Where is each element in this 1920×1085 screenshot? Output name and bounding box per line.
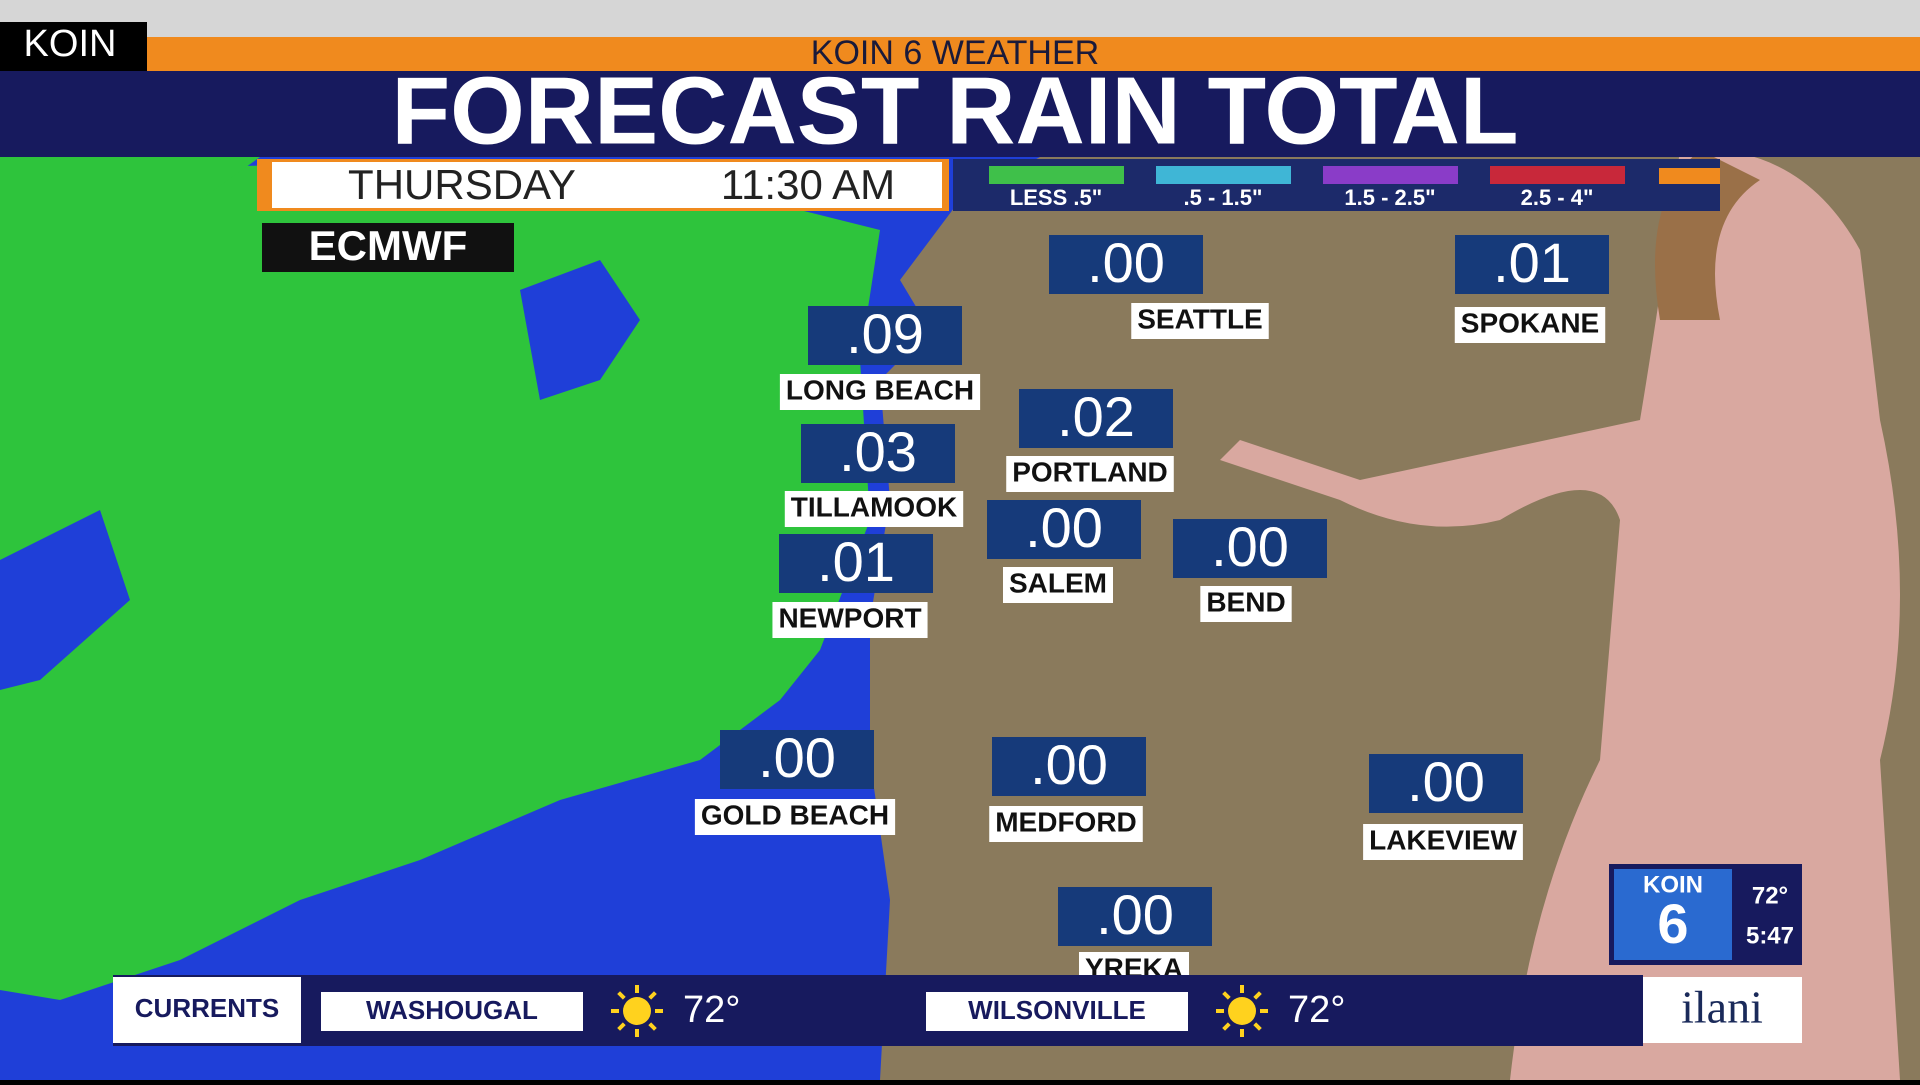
bug-logo-box xyxy=(1614,869,1732,960)
title-band xyxy=(0,71,1920,157)
model-box xyxy=(262,223,514,272)
city-name: SALEM xyxy=(1009,567,1107,598)
amount: .03 xyxy=(839,420,917,483)
amount: .01 xyxy=(1493,231,1571,294)
brand-box xyxy=(0,22,147,69)
sun-ray xyxy=(1253,991,1262,1000)
amount-box xyxy=(1369,754,1523,813)
network-label: KOIN 6 WEATHER xyxy=(811,34,1099,72)
amount: .00 xyxy=(1096,883,1174,946)
city-name: GOLD BEACH xyxy=(701,799,889,830)
time: 11:30 AM xyxy=(721,161,895,208)
amount-box xyxy=(992,737,1146,796)
city-name-box xyxy=(989,806,1143,842)
amount-box xyxy=(720,730,874,789)
bug-time: 5:47 xyxy=(1746,922,1794,949)
bug-channel: 6 xyxy=(1657,892,1688,955)
presenter xyxy=(1220,149,1900,1080)
city-name-box xyxy=(694,799,896,835)
sun-ray xyxy=(1253,1022,1262,1031)
amount-box xyxy=(1019,389,1173,448)
city-name: BEND xyxy=(1206,586,1285,617)
amount-box xyxy=(1173,519,1327,578)
model: ECMWF xyxy=(309,222,468,269)
amount-box xyxy=(808,306,962,365)
legend-swatch xyxy=(1323,166,1458,184)
amount: .00 xyxy=(1030,733,1108,796)
legend-swatch xyxy=(989,166,1124,184)
city-name: LONG BEACH xyxy=(786,374,974,405)
amount-box xyxy=(779,534,933,593)
legend-label: 1.5 - 2.5" xyxy=(1344,185,1435,210)
place: WASHOUGAL xyxy=(366,995,538,1025)
temperature: 72° xyxy=(683,989,740,1031)
place-box xyxy=(321,992,583,1031)
city-name: LAKEVIEW xyxy=(1369,824,1517,855)
city-name-box xyxy=(1003,567,1113,603)
sun-ray xyxy=(617,991,626,1000)
city-name: SPOKANE xyxy=(1461,307,1599,338)
rain-area xyxy=(0,160,880,1000)
amount-box xyxy=(1455,235,1609,294)
sponsor-box xyxy=(1643,977,1802,1043)
city-name-box xyxy=(1200,586,1292,622)
amount: .00 xyxy=(1025,496,1103,559)
city-name: PORTLAND xyxy=(1012,456,1168,487)
city-name-box xyxy=(779,374,981,410)
city-name: SEATTLE xyxy=(1137,303,1262,334)
city-name: NEWPORT xyxy=(778,602,921,633)
sun-ray xyxy=(1222,991,1231,1000)
top-strip xyxy=(0,0,1920,37)
city-name-box xyxy=(784,491,964,527)
bug-logo: KOIN xyxy=(1643,871,1703,898)
rain-gap xyxy=(520,260,640,400)
city-name-box xyxy=(772,602,928,638)
amount-box xyxy=(987,500,1141,559)
sun-ray xyxy=(648,1022,657,1031)
amount: .00 xyxy=(1087,231,1165,294)
rain-area xyxy=(0,157,260,200)
legend-swatch-partial xyxy=(1659,168,1720,184)
legend-label: 2.5 - 4" xyxy=(1521,185,1594,210)
sun-ray xyxy=(648,991,657,1000)
amount-box xyxy=(1049,235,1203,294)
brand: KOIN xyxy=(24,23,117,65)
amount: .09 xyxy=(846,302,924,365)
amount-box xyxy=(801,424,955,483)
legend-label: .5 - 1.5" xyxy=(1184,185,1263,210)
place: WILSONVILLE xyxy=(968,995,1146,1025)
amount: .00 xyxy=(1407,750,1485,813)
bug-temp: 72° xyxy=(1752,882,1788,909)
network-bar xyxy=(147,37,1920,71)
legend-label: LESS .5" xyxy=(1010,185,1102,210)
sun-icon xyxy=(1228,997,1256,1025)
sun-ray xyxy=(617,1022,626,1031)
amount: .00 xyxy=(758,726,836,789)
amount-box xyxy=(1058,887,1212,946)
ticker-label: CURRENTS xyxy=(135,993,279,1023)
amount: .01 xyxy=(817,530,895,593)
day: THURSDAY xyxy=(348,161,576,208)
city-name-box xyxy=(1006,456,1174,492)
legend-swatch xyxy=(1490,166,1625,184)
legend-swatch xyxy=(1156,166,1291,184)
time-bar xyxy=(272,162,942,208)
city-name: TILLAMOOK xyxy=(791,491,957,522)
city-name: MEDFORD xyxy=(995,806,1137,837)
ticker-label-box xyxy=(113,977,301,1043)
city-name-box xyxy=(1363,824,1523,860)
amount: .00 xyxy=(1211,515,1289,578)
rain-gap xyxy=(0,510,130,690)
title: FORECAST RAIN TOTAL xyxy=(391,57,1518,164)
amount: .02 xyxy=(1057,385,1135,448)
place-box xyxy=(926,992,1188,1031)
sun-icon xyxy=(623,997,651,1025)
sun-ray xyxy=(1222,1022,1231,1031)
city-name-box xyxy=(1131,303,1269,339)
city-name-box xyxy=(1454,307,1606,343)
temperature: 72° xyxy=(1288,989,1345,1031)
sponsor: ilani xyxy=(1681,982,1763,1033)
